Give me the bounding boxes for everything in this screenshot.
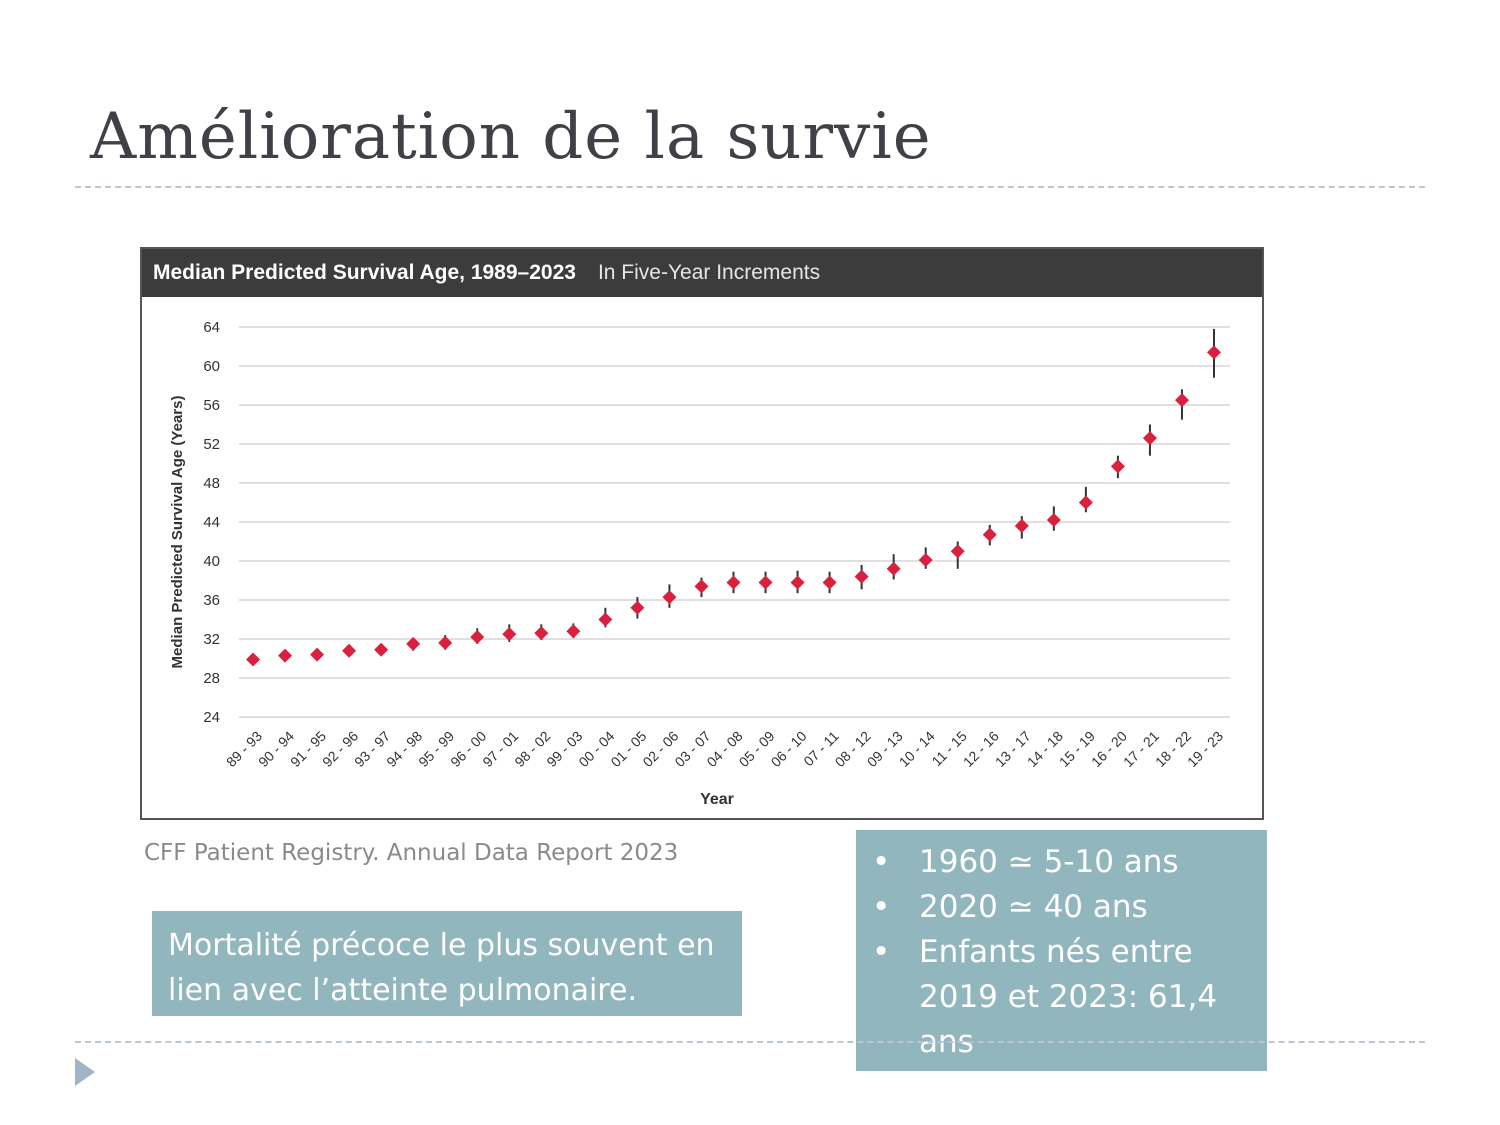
data-point	[470, 630, 485, 645]
y-tick-label: 52	[203, 436, 220, 453]
data-point	[662, 590, 677, 605]
mortality-note-text: Mortalité précoce le plus souvent en lie…	[168, 928, 715, 1008]
data-point	[342, 643, 357, 658]
footer-divider	[75, 1041, 1425, 1043]
data-point	[950, 544, 965, 559]
mortality-note-box: Mortalité précoce le plus souvent en lie…	[152, 911, 742, 1016]
key-figures-box: 1960 ≃ 5-10 ans 2020 ≃ 40 ans Enfants né…	[856, 830, 1267, 1071]
key-figures-list: 1960 ≃ 5-10 ans 2020 ≃ 40 ans Enfants né…	[872, 840, 1253, 1065]
data-point	[310, 647, 325, 662]
bullet-item: Enfants nés entre 2019 et 2023: 61,4 ans	[872, 930, 1253, 1065]
chart-frame: Median Predicted Survival Age, 1989–2023…	[140, 247, 1264, 820]
x-axis-label: Year	[700, 791, 734, 808]
y-tick-label: 24	[203, 709, 220, 726]
data-point	[406, 636, 421, 651]
x-tick-label: 19 - 23	[1184, 728, 1226, 770]
x-tick-label: 10 - 14	[896, 728, 938, 770]
data-point	[758, 575, 773, 590]
data-point	[886, 561, 901, 576]
y-tick-label: 64	[203, 319, 220, 336]
y-tick-labels: 64 60 56 52 48 44 40 36 32 28 24	[203, 319, 220, 726]
data-point	[790, 575, 805, 590]
data-point	[278, 648, 293, 663]
slide-title: Amélioration de la survie	[90, 100, 932, 174]
data-point	[502, 627, 517, 642]
data-point	[630, 600, 645, 615]
data-point	[982, 527, 997, 542]
data-point	[854, 569, 869, 584]
y-tick-label: 36	[203, 592, 220, 609]
source-citation: CFF Patient Registry. Annual Data Report…	[144, 840, 679, 866]
y-axis-label: Median Predicted Survival Age (Years)	[169, 396, 186, 669]
data-point	[822, 575, 837, 590]
y-tick-label: 32	[203, 631, 220, 648]
data-point	[1014, 518, 1029, 533]
y-tick-label: 40	[203, 553, 220, 570]
data-point	[598, 612, 613, 627]
title-divider	[75, 186, 1425, 188]
data-point	[1207, 345, 1221, 360]
data-point	[1174, 393, 1189, 408]
bullet-item: 2020 ≃ 40 ans	[872, 885, 1253, 930]
bullet-item: 1960 ≃ 5-10 ans	[872, 840, 1253, 885]
chart-subtitle: In Five-Year Increments	[597, 261, 821, 284]
chart-header: Median Predicted Survival Age, 1989–2023…	[142, 249, 1262, 297]
data-point	[1110, 459, 1125, 474]
data-point	[1046, 513, 1061, 528]
data-point	[726, 575, 741, 590]
y-tick-label: 44	[203, 514, 220, 531]
data-point	[246, 652, 260, 667]
y-tick-label: 56	[203, 397, 220, 414]
next-arrow-icon[interactable]	[75, 1058, 95, 1086]
error-bars	[252, 328, 1215, 665]
chart-title: Median Predicted Survival Age, 1989–2023	[153, 261, 576, 284]
y-tick-label: 28	[203, 670, 220, 687]
data-point	[566, 624, 581, 639]
y-tick-label: 48	[203, 475, 220, 492]
grid-lines	[239, 326, 1230, 718]
x-tick-label: 06 - 10	[768, 728, 810, 770]
y-tick-label: 60	[203, 358, 220, 375]
data-point	[918, 553, 933, 568]
data-point	[534, 626, 549, 641]
data-point	[694, 579, 709, 594]
data-point	[1142, 431, 1157, 446]
data-point	[1078, 495, 1093, 510]
data-point	[438, 635, 453, 650]
data-points	[246, 345, 1221, 667]
data-point	[374, 642, 389, 657]
